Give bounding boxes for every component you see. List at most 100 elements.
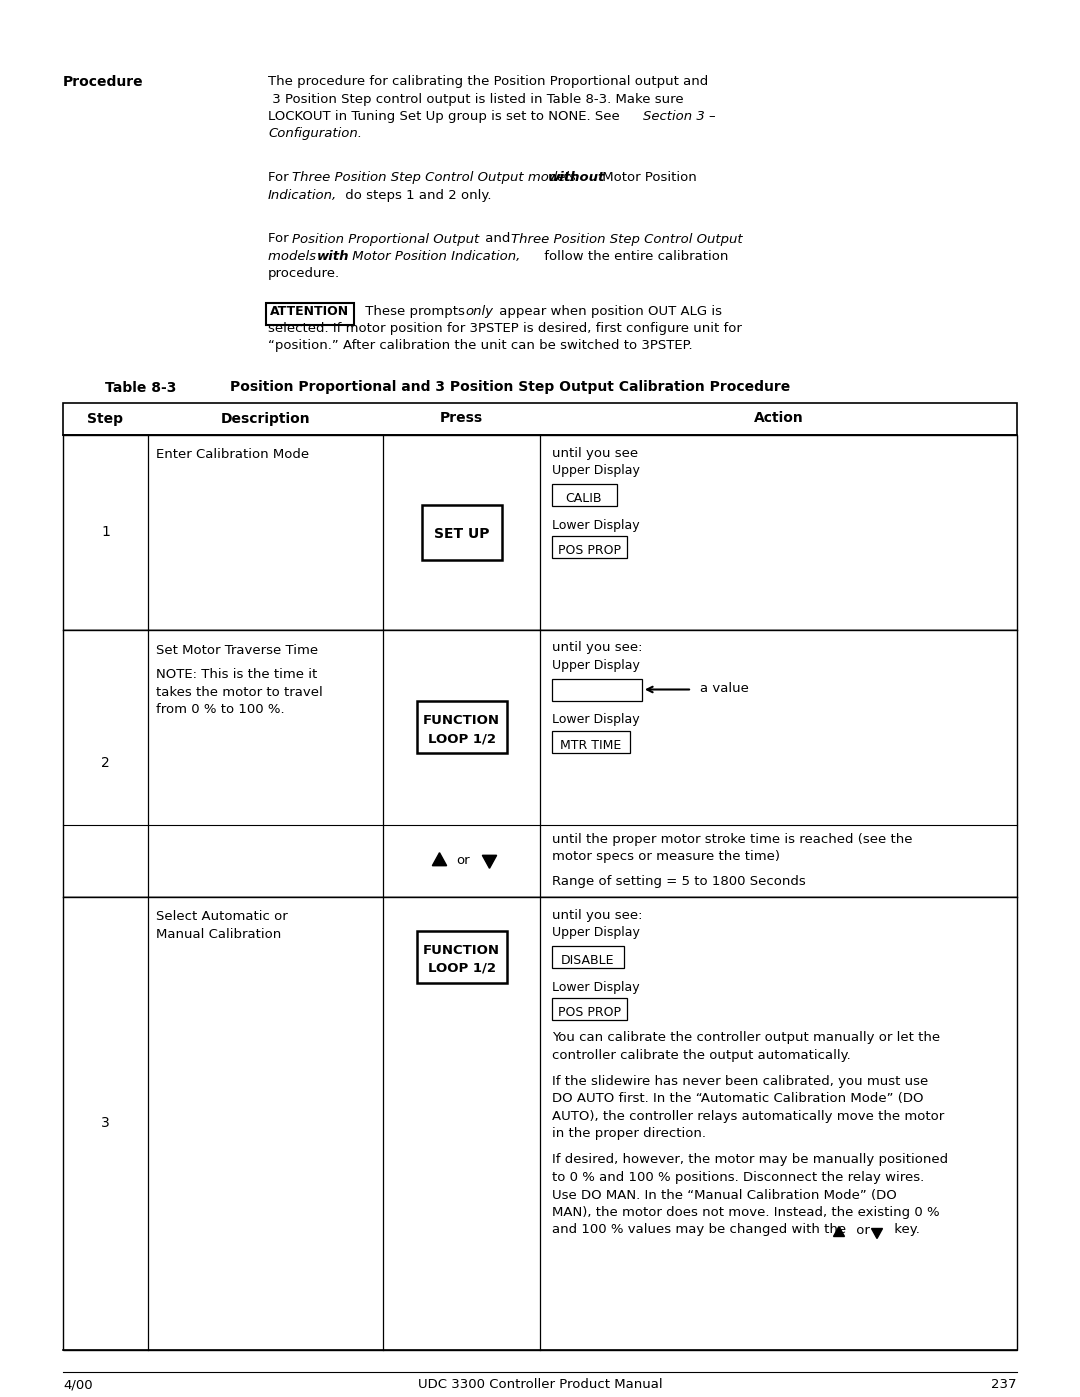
Text: in the proper direction.: in the proper direction. (552, 1127, 706, 1140)
Text: LOOP 1/2: LOOP 1/2 (428, 732, 496, 745)
Text: Set Motor Traverse Time: Set Motor Traverse Time (156, 644, 319, 657)
Text: until you see:: until you see: (552, 641, 643, 655)
Text: only: only (465, 305, 492, 317)
Bar (266, 303, 354, 324)
Text: selected. If motor position for 3PSTEP is desired, first configure unit for: selected. If motor position for 3PSTEP i… (268, 321, 742, 335)
Text: The procedure for calibrating the Position Proportional output and: The procedure for calibrating the Positi… (268, 75, 708, 88)
Text: a value: a value (700, 683, 748, 696)
Text: Indication,: Indication, (268, 189, 337, 201)
Text: motor specs or measure the time): motor specs or measure the time) (552, 849, 780, 863)
Text: You can calibrate the controller output manually or let the: You can calibrate the controller output … (552, 1031, 940, 1044)
Text: 2: 2 (102, 756, 110, 770)
Text: without: without (548, 172, 606, 184)
Bar (63, 402, 1017, 434)
Text: LOOP 1/2: LOOP 1/2 (428, 961, 496, 975)
Text: Press: Press (440, 412, 483, 426)
Text: If the slidewire has never been calibrated, you must use: If the slidewire has never been calibrat… (552, 1074, 928, 1088)
Text: Upper Display: Upper Display (552, 659, 639, 672)
Text: to 0 % and 100 % positions. Disconnect the relay wires.: to 0 % and 100 % positions. Disconnect t… (552, 1171, 924, 1185)
Text: FUNCTION: FUNCTION (423, 943, 500, 957)
Text: 1: 1 (102, 525, 110, 539)
Text: Position Proportional Output: Position Proportional Output (292, 232, 480, 246)
Bar (63, 897, 1017, 1350)
Text: Motor Position Indication,: Motor Position Indication, (348, 250, 521, 263)
Text: Lower Display: Lower Display (552, 518, 639, 531)
Text: or: or (852, 1224, 874, 1236)
Text: AUTO), the controller relays automatically move the motor: AUTO), the controller relays automatical… (552, 1109, 944, 1123)
Text: Three Position Step Control Output models: Three Position Step Control Output model… (292, 172, 580, 184)
Text: and 100 % values may be changed with the: and 100 % values may be changed with the (552, 1224, 850, 1236)
Text: SET UP: SET UP (434, 527, 489, 541)
Bar (63, 434, 1017, 630)
Text: takes the motor to travel: takes the motor to travel (156, 686, 323, 698)
Text: POS PROP: POS PROP (557, 543, 621, 557)
Text: Action: Action (754, 412, 804, 426)
Text: Upper Display: Upper Display (552, 926, 639, 939)
Text: Range of setting = 5 to 1800 Seconds: Range of setting = 5 to 1800 Seconds (552, 875, 806, 887)
Text: appear when position OUT ALG is: appear when position OUT ALG is (495, 305, 723, 317)
Text: LOCKOUT in Tuning Set Up group is set to NONE. See: LOCKOUT in Tuning Set Up group is set to… (268, 110, 624, 123)
Text: 237: 237 (991, 1377, 1017, 1391)
Text: Select Automatic or: Select Automatic or (156, 911, 287, 923)
Bar (552, 536, 627, 557)
Text: models: models (268, 250, 321, 263)
Text: If desired, however, the motor may be manually positioned: If desired, however, the motor may be ma… (552, 1154, 948, 1166)
Polygon shape (872, 1228, 882, 1239)
Text: from 0 % to 100 %.: from 0 % to 100 %. (156, 703, 285, 717)
Text: DO AUTO first. In the “Automatic Calibration Mode” (DO: DO AUTO first. In the “Automatic Calibra… (552, 1092, 923, 1105)
Text: Use DO MAN. In the “Manual Calibration Mode” (DO: Use DO MAN. In the “Manual Calibration M… (552, 1189, 896, 1201)
Text: Three Position Step Control Output: Three Position Step Control Output (511, 232, 743, 246)
Text: with: with (318, 250, 350, 263)
Bar (417, 701, 507, 753)
Text: 3: 3 (102, 1116, 110, 1130)
Text: controller calibrate the output automatically.: controller calibrate the output automati… (552, 1049, 851, 1062)
Bar (421, 504, 501, 560)
Text: do steps 1 and 2 only.: do steps 1 and 2 only. (341, 189, 491, 201)
Text: Description: Description (220, 412, 310, 426)
Polygon shape (432, 852, 447, 866)
Text: or: or (457, 854, 470, 866)
Text: “position.” After calibration the unit can be switched to 3PSTEP.: “position.” After calibration the unit c… (268, 339, 692, 352)
Text: POS PROP: POS PROP (557, 1006, 621, 1018)
Text: until you see:: until you see: (552, 908, 643, 922)
Text: These prompts: These prompts (361, 305, 469, 317)
Text: Enter Calibration Mode: Enter Calibration Mode (156, 448, 309, 461)
Text: procedure.: procedure. (268, 267, 340, 281)
Bar (552, 997, 627, 1020)
Text: DISABLE: DISABLE (562, 954, 615, 967)
Text: MAN), the motor does not move. Instead, the existing 0 %: MAN), the motor does not move. Instead, … (552, 1206, 940, 1220)
Bar (417, 930, 507, 982)
Text: follow the entire calibration: follow the entire calibration (540, 250, 728, 263)
Bar (552, 946, 624, 968)
Text: until you see: until you see (552, 447, 638, 460)
Polygon shape (483, 855, 497, 869)
Text: key.: key. (890, 1224, 920, 1236)
Polygon shape (834, 1227, 845, 1236)
Bar (552, 483, 617, 506)
Text: and: and (481, 232, 515, 246)
Text: MTR TIME: MTR TIME (561, 739, 622, 752)
Text: Motor Position: Motor Position (598, 172, 697, 184)
Text: Step: Step (87, 412, 123, 426)
Text: For: For (268, 172, 293, 184)
Text: FUNCTION: FUNCTION (423, 714, 500, 726)
Bar (63, 630, 1017, 897)
Text: For: For (268, 232, 293, 246)
Text: until the proper motor stroke time is reached (see the: until the proper motor stroke time is re… (552, 833, 913, 845)
Text: Table 8-3: Table 8-3 (105, 380, 176, 394)
Text: Upper Display: Upper Display (552, 464, 639, 476)
Text: Manual Calibration: Manual Calibration (156, 928, 281, 942)
Text: 3 Position Step control output is listed in Table 8-3. Make sure: 3 Position Step control output is listed… (268, 92, 684, 106)
Text: Section 3 –: Section 3 – (643, 110, 716, 123)
Text: Configuration.: Configuration. (268, 127, 362, 141)
Text: Lower Display: Lower Display (552, 714, 639, 726)
Text: UDC 3300 Controller Product Manual: UDC 3300 Controller Product Manual (418, 1377, 662, 1391)
Text: Position Proportional and 3 Position Step Output Calibration Procedure: Position Proportional and 3 Position Ste… (230, 380, 791, 394)
Text: NOTE: This is the time it: NOTE: This is the time it (156, 668, 318, 680)
Text: 4/00: 4/00 (63, 1377, 93, 1391)
Text: CALIB: CALIB (566, 492, 603, 504)
Text: Procedure: Procedure (63, 75, 144, 89)
Bar (552, 731, 630, 753)
Text: Lower Display: Lower Display (552, 981, 639, 993)
Bar (552, 679, 642, 700)
